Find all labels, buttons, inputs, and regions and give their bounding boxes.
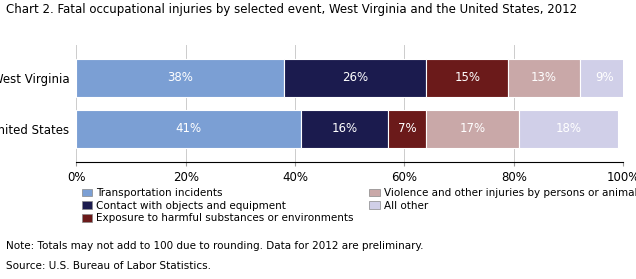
Text: 18%: 18%	[556, 122, 581, 135]
Bar	[388, 110, 426, 148]
Bar	[579, 59, 629, 97]
Bar	[76, 110, 301, 148]
Bar	[508, 59, 579, 97]
Text: Source: U.S. Bureau of Labor Statistics.: Source: U.S. Bureau of Labor Statistics.	[6, 261, 211, 271]
Bar	[76, 59, 284, 97]
Bar	[284, 59, 426, 97]
Bar	[301, 110, 388, 148]
Text: 16%: 16%	[331, 122, 357, 135]
Text: 17%: 17%	[460, 122, 486, 135]
Text: Chart 2. Fatal occupational injuries by selected event, West Virginia and the Un: Chart 2. Fatal occupational injuries by …	[6, 3, 577, 16]
Bar	[520, 110, 618, 148]
Text: 41%: 41%	[176, 122, 202, 135]
Bar	[426, 110, 520, 148]
Text: 13%: 13%	[531, 71, 557, 84]
Text: 7%: 7%	[398, 122, 417, 135]
Text: Note: Totals may not add to 100 due to rounding. Data for 2012 are preliminary.: Note: Totals may not add to 100 due to r…	[6, 241, 424, 251]
Legend: Transportation incidents, Contact with objects and equipment, Exposure to harmfu: Transportation incidents, Contact with o…	[81, 188, 636, 223]
Text: 26%: 26%	[342, 71, 368, 84]
Text: 15%: 15%	[454, 71, 480, 84]
Bar	[426, 59, 508, 97]
Text: 38%: 38%	[167, 71, 193, 84]
Text: 9%: 9%	[595, 71, 614, 84]
